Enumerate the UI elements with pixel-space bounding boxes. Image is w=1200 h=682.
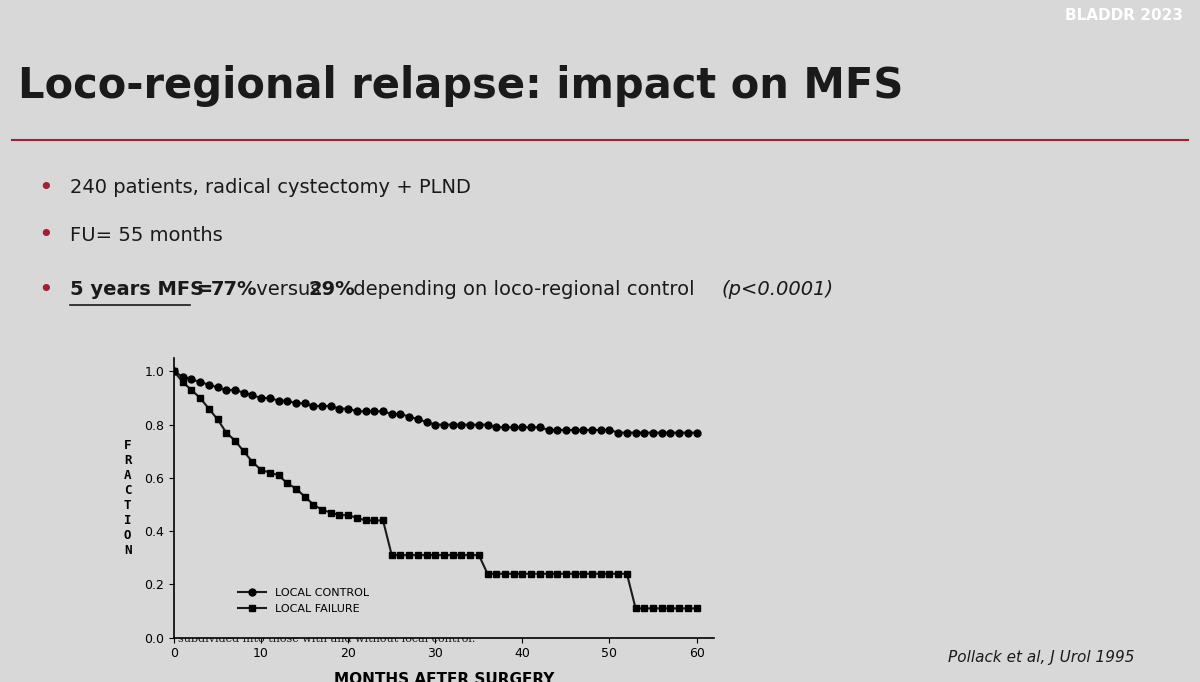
- LOCAL CONTROL: [289, 399, 304, 407]
- Text: •: •: [38, 175, 53, 200]
- LOCAL FAILURE: [480, 569, 494, 578]
- Line: LOCAL CONTROL: LOCAL CONTROL: [170, 368, 700, 436]
- Text: depending on loco-regional control: depending on loco-regional control: [347, 280, 701, 299]
- LOCAL CONTROL: [349, 407, 364, 415]
- Text: •: •: [38, 278, 53, 302]
- LOCAL FAILURE: [271, 471, 286, 479]
- LOCAL FAILURE: [167, 368, 181, 376]
- Line: LOCAL FAILURE: LOCAL FAILURE: [170, 368, 700, 612]
- LOCAL CONTROL: [167, 368, 181, 376]
- LOCAL CONTROL: [629, 428, 643, 436]
- Text: =: =: [190, 280, 220, 299]
- Text: 5 years MFS: 5 years MFS: [70, 280, 204, 299]
- Y-axis label: F
R
A
C
T
I
O
N: F R A C T I O N: [124, 439, 131, 557]
- LOCAL CONTROL: [445, 421, 460, 429]
- Text: 240 patients, radical cystectomy + PLND: 240 patients, radical cystectomy + PLND: [70, 178, 470, 197]
- LOCAL CONTROL: [480, 421, 494, 429]
- Text: 77%: 77%: [211, 280, 258, 299]
- LOCAL CONTROL: [611, 428, 625, 436]
- Text: Pollack et al, J Urol 1995: Pollack et al, J Urol 1995: [948, 650, 1134, 665]
- LOCAL FAILURE: [445, 551, 460, 559]
- Legend: LOCAL CONTROL, LOCAL FAILURE: LOCAL CONTROL, LOCAL FAILURE: [234, 584, 373, 618]
- LOCAL CONTROL: [689, 428, 703, 436]
- LOCAL FAILURE: [289, 484, 304, 492]
- Text: (p<0.0001): (p<0.0001): [721, 280, 833, 299]
- Text: BLADDR 2023: BLADDR 2023: [1066, 8, 1183, 23]
- LOCAL CONTROL: [271, 396, 286, 404]
- LOCAL FAILURE: [629, 604, 643, 612]
- LOCAL FAILURE: [689, 604, 703, 612]
- LOCAL FAILURE: [349, 514, 364, 522]
- Text: •: •: [38, 223, 53, 248]
- Text: FU= 55 months: FU= 55 months: [70, 226, 222, 245]
- Text: FIG. 2.  Actuarial freedom from distant metastasis for all patients
subdivided i: FIG. 2. Actuarial freedom from distant m…: [178, 622, 548, 644]
- LOCAL FAILURE: [619, 569, 634, 578]
- Text: Loco-regional relapse: impact on MFS: Loco-regional relapse: impact on MFS: [18, 65, 904, 107]
- X-axis label: MONTHS AFTER SURGERY: MONTHS AFTER SURGERY: [334, 672, 554, 682]
- Text: 29%: 29%: [308, 280, 355, 299]
- Text: versus: versus: [250, 280, 326, 299]
